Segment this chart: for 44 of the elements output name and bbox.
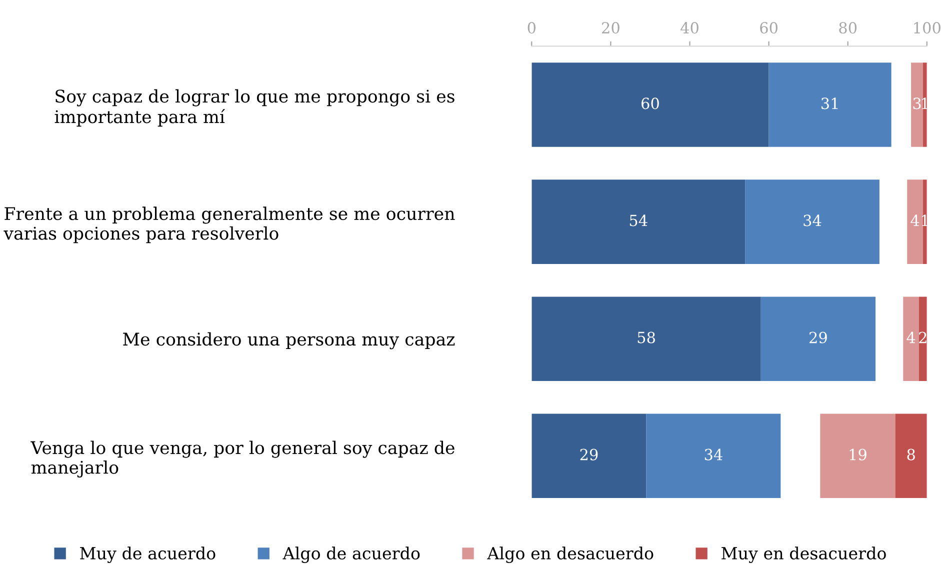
data-label: 8 [907,448,915,460]
data-label: 34 [704,448,722,460]
bar [745,180,880,264]
bar [532,62,769,147]
legend-label: Algo de acuerdo [282,546,420,563]
x-tick-label: 100 [914,22,940,34]
y-tick-label: Soy capaz de lograr lo que me propongo si es importante para mí [54,89,454,127]
bar [911,62,923,147]
data-label: 31 [822,98,838,110]
y-tick-label: Venga lo que venga, por lo general soy capaz de manejarlo [30,440,454,478]
legend-label: Muy en desacuerdo [722,546,886,563]
bar [907,180,923,264]
data-label: 2 [919,332,926,344]
x-tick-label: 0 [528,22,536,34]
x-tick-label: 80 [839,22,857,34]
data-label: 3 [913,98,921,110]
bar [820,414,896,498]
data-label: 1 [922,98,928,109]
bar [532,180,746,264]
data-label: 4 [910,214,920,226]
y-tick-label: Frente a un problema generalmente se me ocurren varias opciones para resolverlo [4,206,455,244]
y-tick-label: Me considero una persona muy capaz [123,332,455,350]
bar [532,296,761,381]
x-tick-label: 20 [602,22,620,34]
data-label: 19 [850,448,866,460]
data-label: 1 [922,214,928,226]
legend-label: Muy de acuerdo [80,546,216,563]
data-label: 4 [906,332,916,344]
bar [918,296,927,381]
bar [760,296,876,381]
x-tick-label: 40 [680,22,698,34]
bar [903,296,919,381]
data-label: 34 [804,214,822,226]
bar [895,414,927,498]
data-label: 60 [642,98,659,110]
legend-label: Algo en desacuerdo [487,546,654,563]
x-tick-label: 60 [760,22,778,34]
data-label: 58 [638,332,655,344]
bar [532,414,646,498]
bar [646,414,781,498]
bar [768,62,892,147]
data-label: 29 [810,332,827,344]
data-label: 29 [580,448,598,460]
data-label: 54 [630,214,648,226]
